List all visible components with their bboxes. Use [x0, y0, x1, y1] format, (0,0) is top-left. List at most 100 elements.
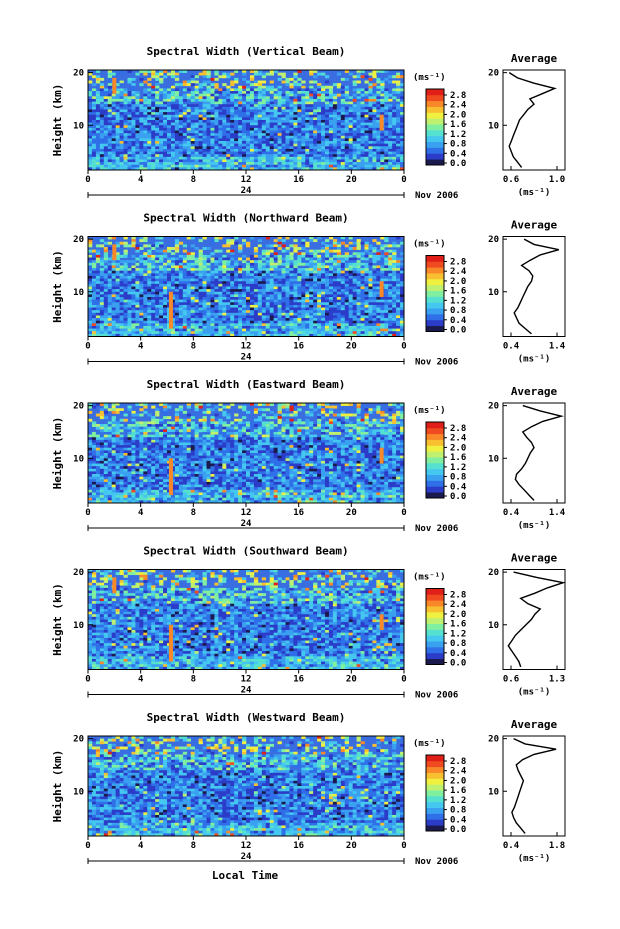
heatmap-cell — [392, 75, 397, 79]
heatmap-cell — [269, 141, 274, 144]
heatmap-cell — [328, 101, 334, 105]
heatmap-cell — [119, 83, 124, 87]
heatmap-cell — [222, 302, 227, 306]
heatmap-cell — [222, 148, 227, 152]
heatmap-cell — [376, 283, 381, 287]
heatmap-cell — [336, 127, 342, 131]
heatmap-cell — [107, 236, 112, 240]
heatmap-cell — [135, 278, 140, 282]
heatmap-cell — [273, 286, 278, 290]
average-title: Average — [511, 52, 558, 65]
heatmap-cell — [143, 273, 148, 277]
heatmap-cell — [147, 117, 152, 121]
heatmap-cell — [265, 262, 270, 266]
heatmap-cell — [336, 302, 342, 306]
heatmap-cell — [332, 156, 338, 160]
heatmap-cell — [214, 167, 219, 171]
heatmap-cell — [328, 307, 334, 311]
heatmap-cell — [380, 88, 385, 92]
heatmap-cell — [364, 101, 369, 105]
heatmap-cell — [265, 120, 270, 123]
heatmap-cell — [170, 260, 176, 264]
heatmap-cell — [178, 114, 184, 118]
heatmap-cell — [297, 91, 302, 94]
heatmap-cell — [107, 148, 112, 152]
heatmap-cell — [167, 143, 172, 147]
heatmap-cell — [348, 294, 353, 298]
heatmap-cell — [336, 260, 342, 264]
panel-title: Spectral Width (Vertical Beam) — [147, 45, 346, 58]
heatmap-cell — [348, 262, 353, 266]
colorbar-tick-label: 0.0 — [450, 159, 466, 169]
heatmap-cell — [186, 286, 191, 290]
heatmap-cell — [384, 167, 389, 171]
heatmap-cell — [246, 297, 251, 300]
heatmap-cell — [257, 304, 263, 308]
heatmap-cell — [336, 125, 342, 129]
heatmap-cell — [309, 286, 314, 290]
heatmap-cell — [317, 133, 322, 137]
heatmap-cell — [159, 275, 164, 279]
heatmap-cell — [273, 289, 278, 293]
heatmap-cell — [400, 120, 405, 123]
heatmap-cell — [182, 262, 188, 266]
heatmap-cell — [400, 312, 405, 316]
heatmap-cell — [301, 151, 306, 155]
heatmap-cell — [396, 125, 401, 129]
heatmap-cell — [163, 114, 168, 118]
heatmap-cell — [368, 162, 373, 166]
heatmap-cell — [332, 302, 338, 306]
average-frame — [502, 69, 566, 171]
heatmap-cell — [313, 122, 318, 126]
heatmap-cell — [163, 75, 168, 79]
heatmap-cell — [269, 244, 274, 248]
heatmap-cell — [340, 114, 346, 118]
heatmap-cell — [139, 294, 144, 298]
heatmap-cell — [249, 299, 255, 303]
heatmap-cell — [325, 286, 330, 290]
heatmap-cell — [226, 273, 231, 277]
heatmap-cell — [222, 93, 227, 97]
heatmap-cell — [257, 104, 263, 108]
heatmap-cell — [285, 299, 290, 303]
heatmap-cell — [159, 141, 164, 144]
heatmap-cell — [119, 143, 124, 147]
heatmap-cell — [321, 167, 326, 171]
heatmap-cell — [139, 247, 144, 250]
heatmap-cell — [163, 112, 168, 116]
heatmap-cell — [380, 80, 385, 84]
heatmap-cell — [376, 286, 381, 290]
heatmap-cell — [214, 135, 219, 139]
heatmap-cell — [147, 289, 152, 293]
heatmap-cell — [234, 254, 239, 258]
heatmap-cell — [372, 154, 377, 158]
heatmap-cell — [91, 283, 97, 287]
heatmap-cell — [305, 138, 310, 142]
heatmap-cell — [155, 320, 160, 324]
heatmap-cell — [293, 291, 298, 295]
heatmap-cell — [305, 312, 310, 316]
heatmap-cell — [257, 96, 263, 100]
heatmap-cell — [305, 93, 310, 97]
heatmap-cell — [289, 294, 294, 298]
heatmap-cell — [392, 151, 397, 155]
heatmap-cell — [107, 299, 112, 303]
heatmap-cell — [400, 138, 405, 142]
heatmap-cell — [360, 273, 365, 277]
heatmap-cell — [380, 104, 385, 108]
heatmap-cell — [336, 130, 342, 134]
heatmap-cell — [119, 312, 124, 316]
heatmap-cell — [313, 125, 318, 129]
heatmap-cell — [127, 254, 132, 258]
heatmap-cell — [190, 135, 195, 139]
heatmap-cell — [218, 106, 223, 110]
heatmap-cell — [293, 254, 298, 258]
heatmap-cell — [380, 112, 385, 116]
heatmap-cell — [202, 283, 207, 287]
heatmap-cell — [174, 310, 180, 314]
heatmap-cell — [301, 120, 306, 123]
heatmap-cell — [155, 88, 160, 92]
heatmap-cell — [277, 130, 282, 134]
heatmap-cell — [131, 106, 136, 110]
heatmap-cell — [356, 112, 361, 116]
